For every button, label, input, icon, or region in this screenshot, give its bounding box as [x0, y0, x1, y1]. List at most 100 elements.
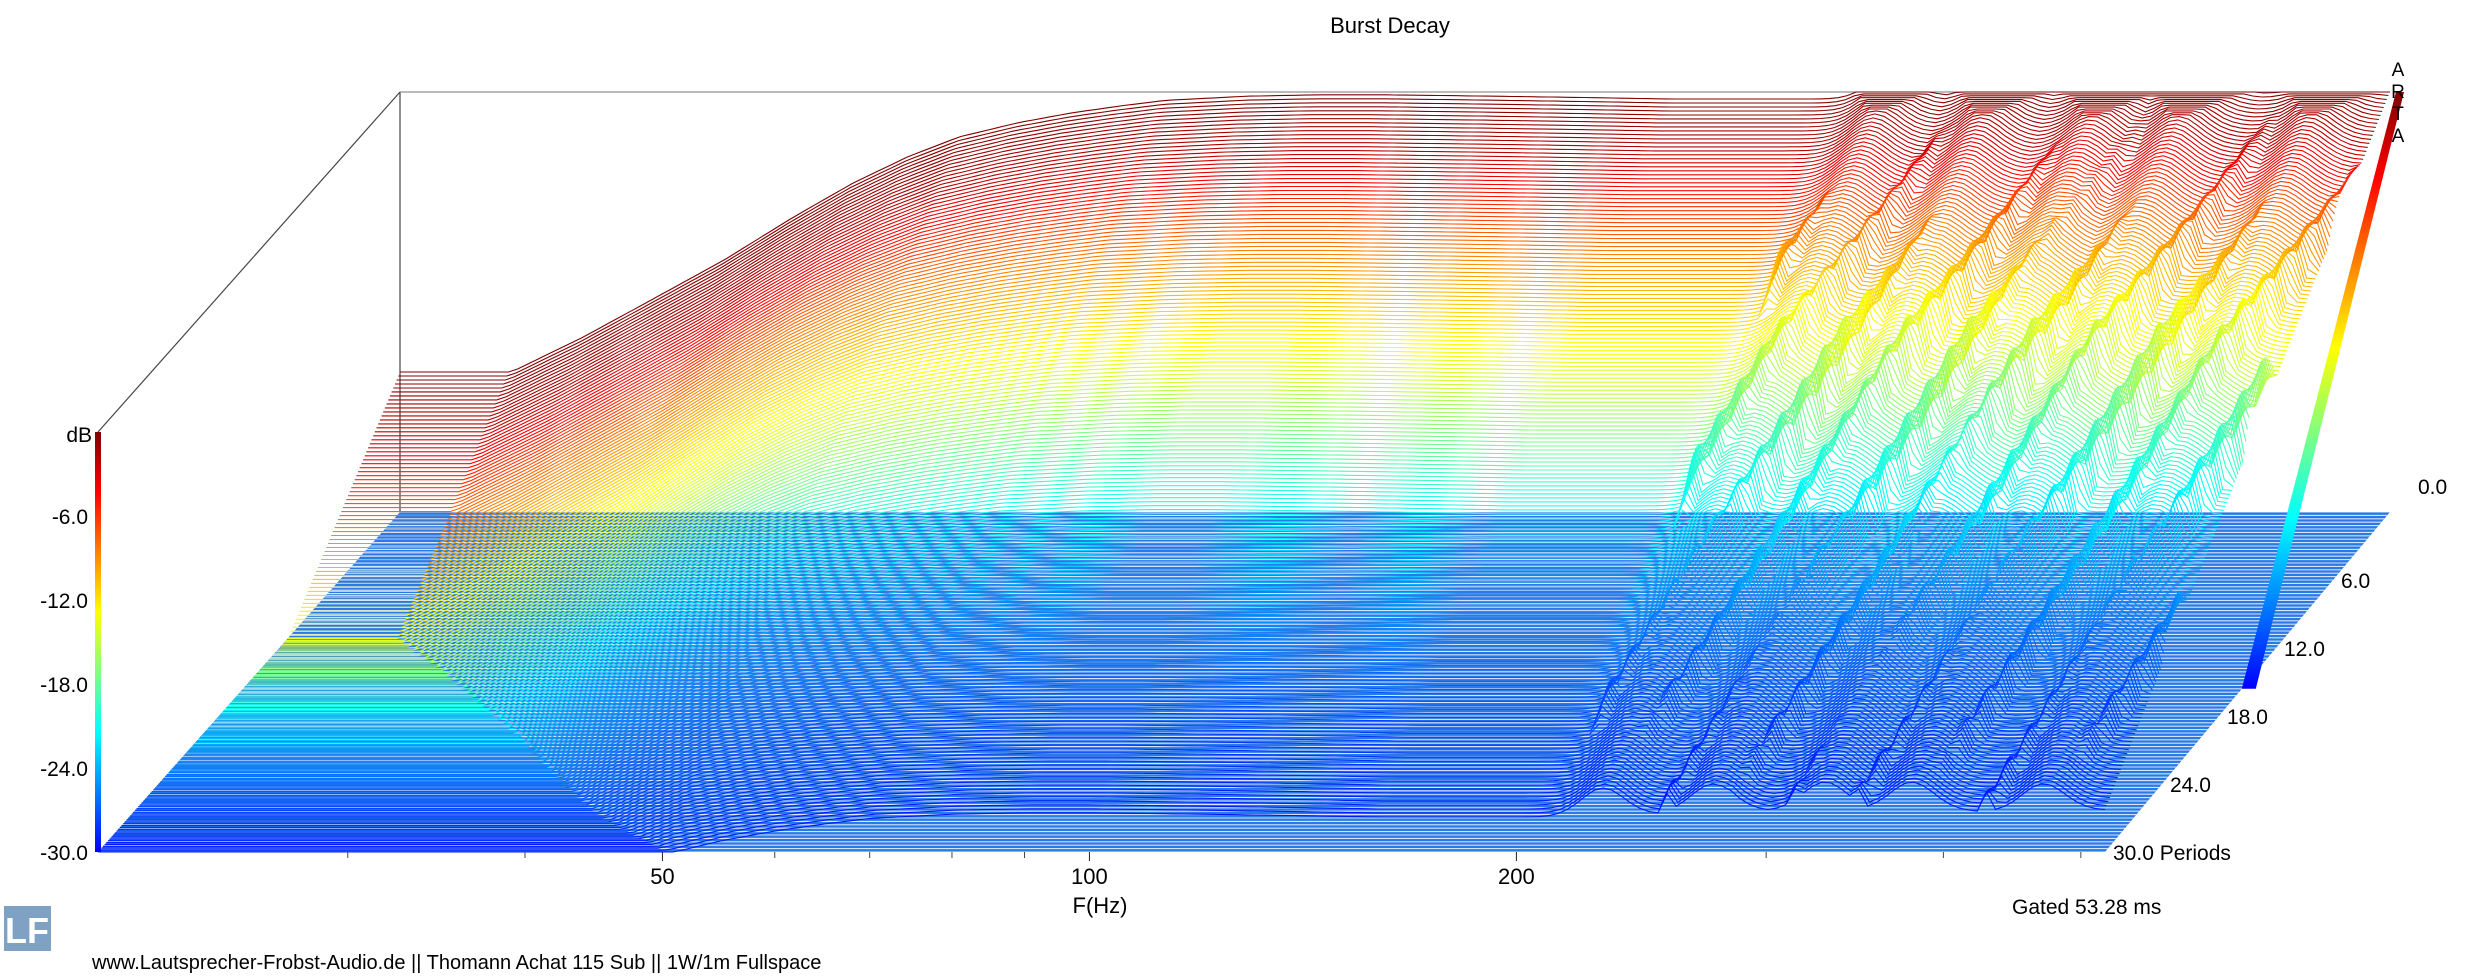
- decay-slice: [111, 749, 2118, 838]
- logo-text: LF: [5, 910, 49, 951]
- decay-slice: [227, 453, 2227, 708]
- x-tick-label: 50: [650, 864, 674, 889]
- decay-slice: [168, 608, 2172, 774]
- decay-slice: [337, 208, 2332, 521]
- depth-tick-label: 0.0: [2418, 476, 2447, 499]
- db-tick-label: -18.0: [40, 674, 88, 697]
- decay-slice: [242, 415, 2242, 691]
- footer-sep-1: ||: [405, 952, 426, 974]
- decay-slices: [98, 91, 2390, 853]
- decay-slice: [121, 725, 2128, 827]
- decay-slice: [103, 769, 2110, 847]
- decay-slice: [341, 202, 2336, 513]
- decay-slice: [371, 131, 2364, 441]
- decay-slice: [114, 741, 2121, 834]
- decay-slice: [240, 418, 2241, 692]
- decay-slice: [299, 281, 2296, 612]
- decay-slice: [223, 461, 2224, 711]
- x-axis-label: F(Hz): [1073, 893, 1128, 918]
- footer-logo: LF: [4, 906, 51, 951]
- decay-slice: [260, 368, 2260, 670]
- decay-slice: [141, 677, 2147, 804]
- db-tick-label: -30.0: [40, 842, 88, 865]
- decay-slice: [336, 212, 2331, 525]
- decay-slice: [183, 568, 2187, 757]
- decay-slice: [254, 384, 2253, 677]
- decay-slice: [339, 205, 2334, 517]
- decay-slice: [161, 623, 2166, 781]
- decay-slice: [129, 705, 2136, 817]
- decay-slice: [311, 259, 2307, 584]
- decay-slice: [383, 110, 2375, 413]
- decay-slice: [378, 116, 2370, 425]
- decay-slice: [163, 618, 2168, 779]
- decay-slice: [109, 753, 2117, 840]
- decay-slice: [348, 187, 2342, 497]
- z-axis-label: dB: [66, 424, 92, 447]
- decay-slice: [212, 492, 2213, 725]
- decay-slice: [126, 713, 2132, 821]
- decay-slice: [213, 487, 2215, 723]
- decay-slice: [155, 642, 2160, 789]
- decay-slice: [136, 688, 2142, 810]
- decay-slice: [316, 249, 2311, 572]
- decay-slice: [307, 266, 2303, 592]
- decay-slice: [297, 286, 2294, 616]
- decay-slice: [145, 666, 2150, 800]
- x-tick-label: 100: [1071, 864, 1108, 889]
- decay-slice: [249, 396, 2249, 683]
- decay-slice: [139, 681, 2145, 806]
- decay-slice: [192, 547, 2194, 747]
- decay-slice: [215, 484, 2216, 721]
- decay-slice: [220, 472, 2221, 715]
- gated-label: Gated 53.28 ms: [2012, 896, 2161, 919]
- decay-slice: [279, 318, 2277, 649]
- decay-slice: [245, 407, 2245, 687]
- decay-slice: [101, 773, 2109, 849]
- decay-slice: [346, 191, 2340, 501]
- decay-slice: [128, 709, 2134, 819]
- decay-slice: [208, 502, 2210, 728]
- decay-slice: [118, 733, 2125, 830]
- decay-slice: [366, 143, 2359, 453]
- footer-sep-2: ||: [645, 952, 667, 974]
- decay-slice: [395, 97, 2386, 385]
- decay-slice: [302, 274, 2299, 604]
- decay-slice: [99, 777, 2107, 851]
- decay-slice: [195, 538, 2197, 743]
- footer-condition: 1W/1m Fullspace: [667, 952, 822, 974]
- decay-slice: [108, 757, 2115, 842]
- decay-slice: [359, 159, 2353, 469]
- decay-slice: [151, 649, 2157, 793]
- decay-slice: [349, 183, 2343, 493]
- decay-slice: [331, 221, 2326, 537]
- depth-tick-label: 6.0: [2341, 570, 2370, 593]
- depth-tick-label: 12.0: [2284, 638, 2325, 661]
- decay-slice: [373, 127, 2365, 437]
- decay-slice: [319, 243, 2315, 565]
- decay-slice: [322, 238, 2318, 557]
- decay-slice: [264, 357, 2263, 666]
- decay-slice: [116, 737, 2123, 832]
- left-color-bar: [95, 432, 101, 852]
- depth-tick-label: 18.0: [2227, 706, 2268, 729]
- decay-slice: [205, 513, 2207, 732]
- decay-slice: [98, 781, 2106, 853]
- decay-slice: [312, 255, 2308, 580]
- decay-slice: [173, 592, 2177, 768]
- decay-slice: [232, 443, 2232, 702]
- color-bars: [95, 92, 2404, 852]
- decay-slice: [391, 100, 2383, 393]
- decay-slice: [247, 401, 2247, 685]
- decay-slice: [230, 446, 2231, 704]
- depth-tick-label: 24.0: [2170, 774, 2211, 797]
- decay-slice: [153, 646, 2158, 791]
- decay-slice: [381, 112, 2373, 417]
- decay-slice: [218, 479, 2220, 717]
- decay-slice: [363, 151, 2356, 461]
- decay-slice: [396, 95, 2387, 381]
- decay-slice: [321, 241, 2316, 561]
- decay-slice: [389, 102, 2381, 397]
- decay-slice: [134, 692, 2140, 811]
